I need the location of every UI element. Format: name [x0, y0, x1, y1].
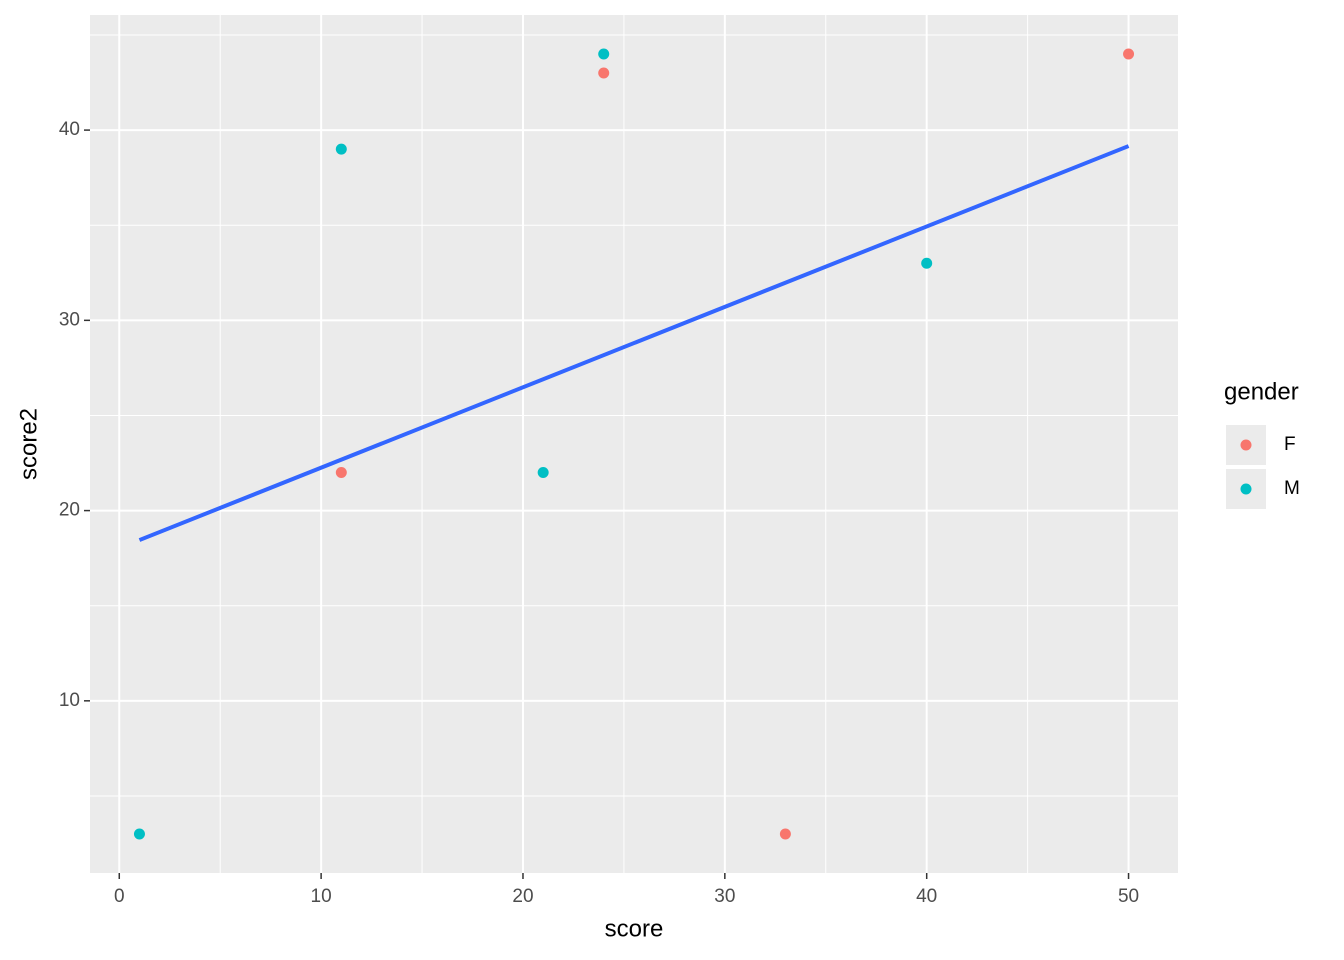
point — [335, 467, 347, 479]
y-tick-label: 20 — [59, 500, 80, 521]
point — [1123, 48, 1135, 60]
x-axis-title: score — [605, 915, 664, 942]
legend-swatch — [1240, 483, 1252, 495]
point — [133, 828, 145, 840]
x-tick-label: 20 — [512, 886, 533, 907]
y-axis-title: score2 — [15, 408, 42, 480]
marks — [133, 48, 1135, 840]
legend-label: F — [1284, 434, 1296, 455]
x-tick-label: 30 — [714, 886, 735, 907]
panel — [90, 15, 1178, 873]
y-tick-label: 10 — [59, 690, 80, 711]
legend-label: M — [1284, 478, 1300, 499]
x-tick-label: 0 — [114, 886, 125, 907]
y-tick-label: 40 — [59, 119, 80, 140]
point — [921, 257, 933, 269]
legend-title: gender — [1224, 378, 1299, 405]
point — [779, 828, 791, 840]
grid — [90, 15, 1178, 873]
point — [598, 48, 610, 60]
point — [335, 143, 347, 155]
x-tick-label: 40 — [916, 886, 937, 907]
y-tick-label: 30 — [59, 309, 80, 330]
legend-swatch — [1240, 439, 1252, 451]
point — [537, 467, 549, 479]
point — [598, 67, 610, 79]
trend-line — [138, 144, 1130, 542]
x-tick-label: 50 — [1118, 886, 1139, 907]
x-tick-label: 10 — [311, 886, 332, 907]
